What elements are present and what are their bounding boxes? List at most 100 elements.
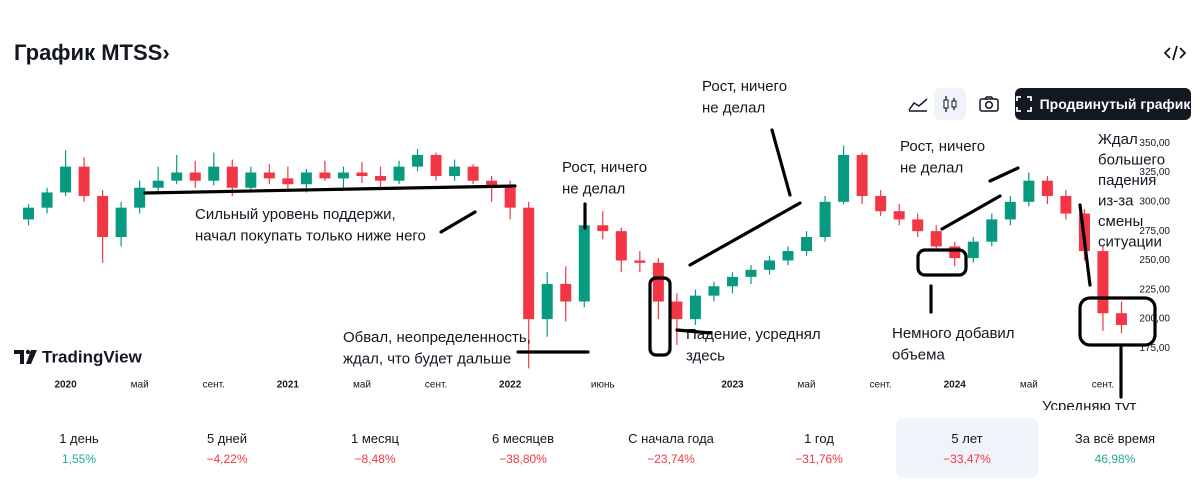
annotation-text: не делал: [562, 180, 625, 197]
candle-body: [671, 301, 683, 320]
candle-body: [412, 154, 424, 167]
pointer-line: [688, 201, 802, 267]
x-tick-label: сент.: [1092, 380, 1114, 391]
candle: [1004, 195, 1016, 226]
candle-body: [504, 187, 516, 208]
candle-body: [578, 225, 590, 302]
candle: [23, 204, 35, 226]
candle-body: [652, 262, 664, 302]
candle-body: [356, 172, 368, 177]
candle-chart-button[interactable]: [934, 88, 966, 120]
area-icon: [908, 98, 928, 112]
candle-body: [374, 176, 386, 181]
candle: [115, 201, 127, 247]
period-tab[interactable]: С начала года −23,74%: [600, 418, 742, 478]
candle-body: [875, 195, 887, 212]
highlight-box: [916, 248, 968, 277]
candle: [430, 152, 442, 181]
period-change: −33,47%: [943, 452, 991, 466]
candle-body: [689, 295, 701, 320]
candle: [189, 160, 201, 188]
candle-body: [208, 166, 220, 181]
advanced-chart-label: Продвинутый график: [1039, 96, 1191, 112]
camera-icon: [979, 96, 999, 112]
annotation-text: Ждал: [1098, 131, 1138, 148]
annotation-text: Обвал, неопределенность,: [343, 329, 531, 346]
period-label: 1 год: [804, 431, 834, 446]
annotation-text: Рост, ничего: [562, 159, 647, 176]
pointer-line: [770, 128, 792, 197]
candle-body: [282, 178, 294, 185]
pointer-line: [988, 166, 1020, 183]
period-tab[interactable]: 1 месяц −8,48%: [304, 418, 446, 478]
y-tick-label: 350,00: [1139, 138, 1170, 149]
candle-body: [1115, 313, 1127, 325]
annotation-text: Рост, ничего: [900, 138, 985, 155]
period-tab[interactable]: 5 лет −33,47%: [896, 418, 1038, 478]
x-tick-label: июнь: [591, 380, 615, 391]
candle: [671, 293, 683, 345]
candle-body: [337, 172, 349, 179]
candle-body: [893, 211, 905, 220]
support-line: [143, 184, 517, 195]
annotation-text: Сильный уровень поддержи,: [195, 206, 396, 223]
period-tab[interactable]: За всё время 46,98%: [1044, 418, 1186, 478]
annotation-text: объема: [892, 346, 945, 363]
candle: [78, 157, 90, 202]
period-label: 5 дней: [206, 431, 248, 446]
period-change: −38,80%: [499, 452, 547, 466]
candle-body: [1004, 201, 1016, 220]
pointer-line: [940, 194, 1002, 231]
page-title[interactable]: График MTSS›: [14, 40, 170, 65]
snapshot-button[interactable]: [973, 88, 1005, 120]
period-tab[interactable]: 6 месяцев −38,80%: [452, 418, 594, 478]
period-tab[interactable]: 1 год −31,76%: [748, 418, 890, 478]
area-chart-button[interactable]: [902, 88, 934, 120]
candle-body: [1097, 251, 1109, 314]
candle-body: [523, 207, 535, 320]
candle-body: [467, 166, 479, 181]
period-label: С начала года: [628, 431, 714, 446]
advanced-chart-button[interactable]: Продвинутый график: [1015, 88, 1191, 120]
candle-body: [41, 192, 53, 208]
annotation-drawings: [143, 128, 1157, 399]
candle-body: [930, 231, 942, 247]
candle-body: [226, 166, 238, 188]
candle-body: [23, 207, 35, 220]
candle-body: [634, 260, 646, 263]
candle: [782, 246, 794, 266]
annotation-text: большего: [1098, 151, 1165, 168]
y-tick-label: 250,00: [1139, 255, 1170, 266]
period-tab[interactable]: 5 дней −4,22%: [156, 418, 298, 478]
period-tab[interactable]: 1 день 1,55%: [8, 418, 150, 478]
period-label: 1 месяц: [351, 431, 399, 446]
candle: [263, 164, 275, 185]
annotation-text: начал покупать только ниже него: [195, 227, 426, 244]
candle-body: [597, 225, 609, 232]
candle: [319, 160, 331, 181]
candle: [41, 187, 53, 214]
x-tick-label: май: [1020, 380, 1038, 391]
embed-icon[interactable]: [1164, 44, 1186, 62]
x-tick-label: 2022: [499, 380, 522, 391]
chart: TradingView 175,00200,00225,00250,00275,…: [14, 78, 1170, 410]
period-change: 46,98%: [1094, 452, 1136, 466]
period-change: −4,22%: [206, 452, 248, 466]
x-tick-label: сент.: [869, 380, 891, 391]
candle: [967, 237, 979, 263]
candle: [97, 190, 109, 263]
candle-body: [319, 172, 331, 179]
candle-body: [801, 237, 813, 252]
candle: [764, 255, 776, 275]
highlight-box: [1078, 296, 1157, 347]
candle-body: [967, 241, 979, 259]
candle: [615, 227, 627, 273]
candle-icon: [943, 96, 957, 112]
candle: [282, 166, 294, 191]
candle: [912, 213, 924, 237]
candle-body: [97, 195, 109, 237]
annotation-text: здесь: [686, 347, 725, 364]
x-tick-label: 2020: [54, 380, 77, 391]
annotation-text: Немного добавил: [892, 325, 1015, 342]
candle: [745, 265, 757, 284]
